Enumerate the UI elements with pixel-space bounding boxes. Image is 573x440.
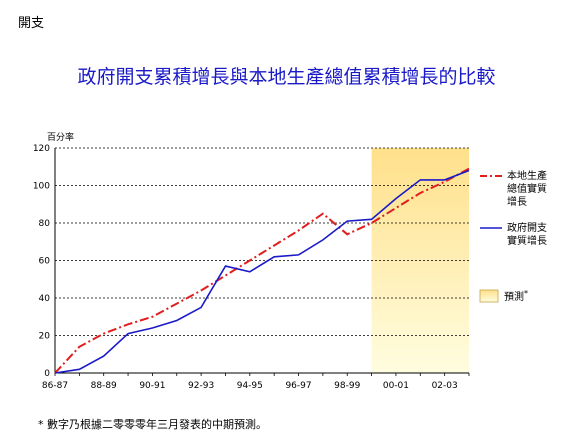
y-axis-label: 百分率: [47, 131, 74, 143]
y-tick-label: 100: [33, 182, 50, 192]
legend-label: 政府開支實質增長: [507, 221, 547, 247]
footnote: * 數字乃根據二零零零年三月發表的中期預測。: [38, 418, 267, 431]
x-tick-label: 98-99: [334, 381, 360, 391]
section-title: 開支: [18, 16, 45, 31]
legend-label: 本地生產總值實質增長: [507, 169, 547, 208]
y-tick-label: 60: [39, 257, 51, 267]
gdp-series-line: [54, 167, 470, 374]
x-tick-label: 94-95: [237, 381, 263, 391]
x-tick-label: 00-01: [383, 381, 409, 391]
y-tick-label: 40: [39, 294, 51, 304]
forecast-legend-label: 預測*: [504, 289, 528, 303]
forecast-legend-swatch: [479, 289, 499, 303]
x-tick-label: 86-87: [42, 381, 68, 391]
y-tick-label: 0: [44, 369, 50, 379]
expenditure-series-line: [54, 169, 470, 374]
x-tick-label: 90-91: [139, 381, 165, 391]
x-tick-label: 88-89: [91, 381, 117, 391]
y-tick-label: 120: [33, 144, 50, 154]
x-tick-label: 02-03: [432, 381, 458, 391]
x-tick-label: 96-97: [285, 381, 311, 391]
x-tick-label: 92-93: [188, 381, 214, 391]
y-tick-label: 20: [39, 332, 51, 342]
y-tick-label: 80: [39, 219, 51, 229]
chart-title: 政府開支累積增長與本地生產總值累積增長的比較: [77, 66, 496, 88]
